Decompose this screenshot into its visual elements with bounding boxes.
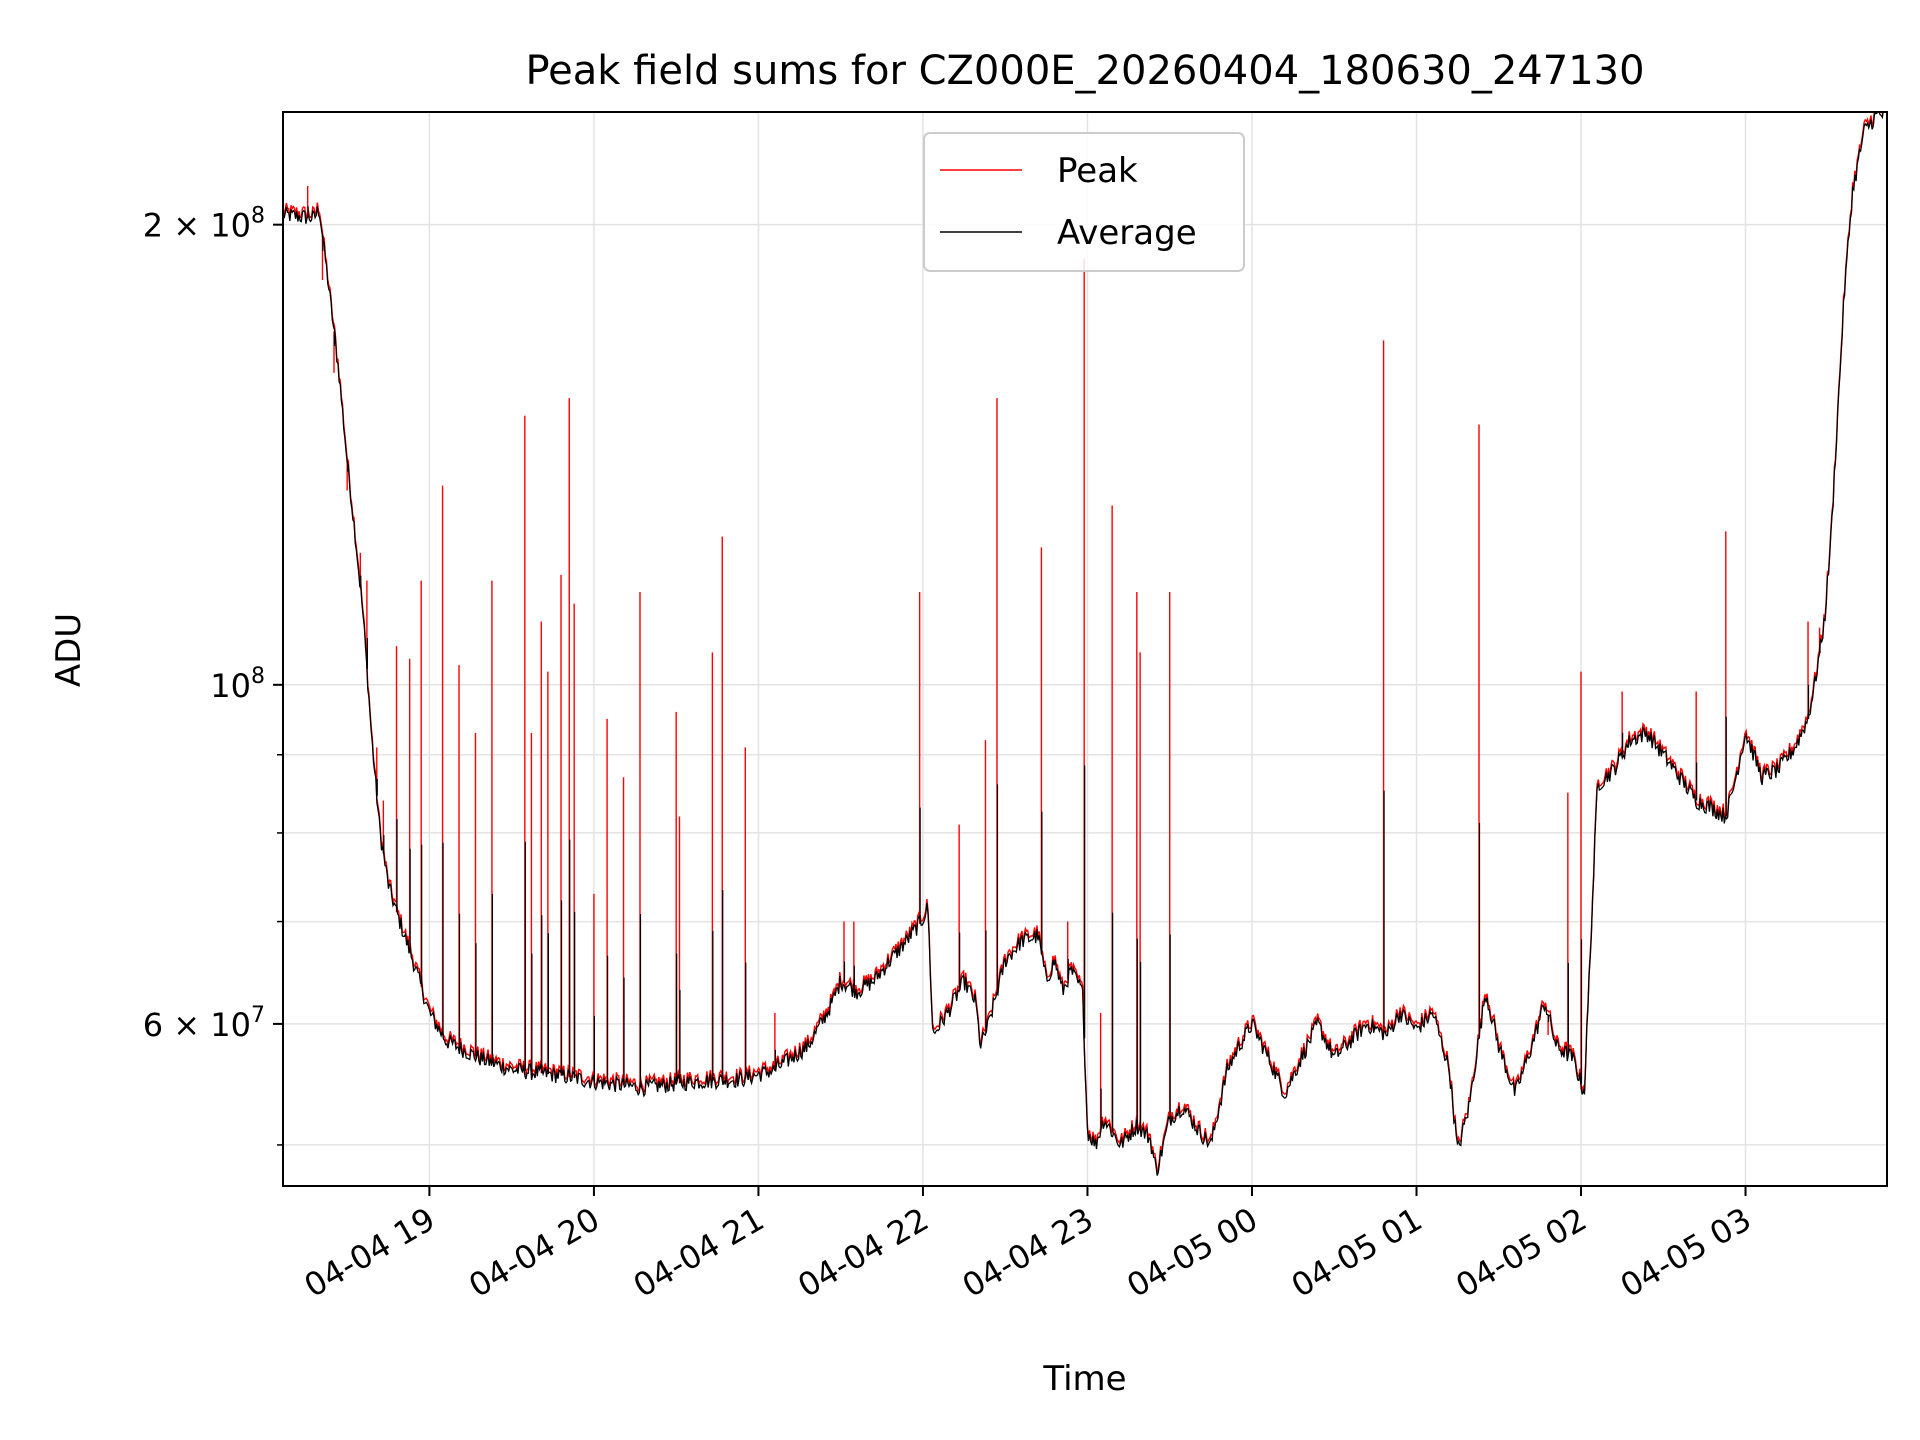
chart-title: Peak field sums for CZ000E_20260404_1806… <box>525 48 1644 94</box>
average-line <box>283 112 1884 1176</box>
y-tick-label-base: 10 <box>210 667 251 705</box>
y-tick-label: 108 <box>210 664 265 705</box>
x-axis-label: Time <box>1042 1359 1126 1399</box>
y-tick-label-base: 6 × 10 <box>143 1006 251 1044</box>
plot-frame <box>282 111 1888 1187</box>
y-axis-label: ADU <box>49 613 89 687</box>
y-tick-label-exponent: 7 <box>251 1003 265 1028</box>
legend-box <box>923 132 1245 272</box>
legend-peak-label: Peak <box>1057 151 1138 191</box>
y-tick-label-exponent: 8 <box>251 664 265 689</box>
average-series <box>283 112 1884 1176</box>
y-tick-label: 6 × 107 <box>143 1003 265 1044</box>
y-tick-label-exponent: 8 <box>251 204 265 229</box>
legend-average-label: Average <box>1057 213 1197 253</box>
y-tick-label: 2 × 108 <box>143 204 265 245</box>
y-tick-label-base: 2 × 10 <box>143 207 251 245</box>
legend: Peak Average <box>923 132 1245 272</box>
